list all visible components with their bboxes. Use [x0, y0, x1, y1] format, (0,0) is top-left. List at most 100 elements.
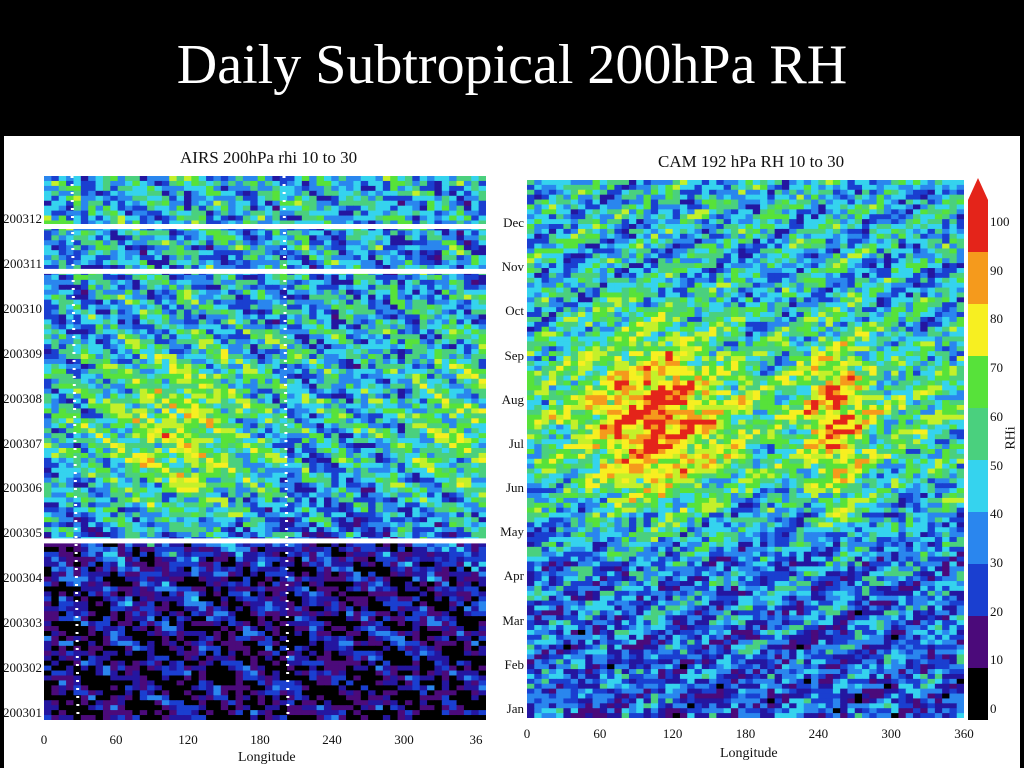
- airs-cell: [117, 274, 126, 281]
- airs-cell: [449, 265, 458, 271]
- airs-cell: [404, 220, 413, 227]
- airs-cell: [331, 358, 340, 365]
- airs-cell: [117, 566, 126, 573]
- airs-cell: [456, 532, 465, 538]
- airs-cell: [66, 576, 75, 583]
- airs-cell: [272, 176, 281, 182]
- airs-cell: [220, 403, 229, 410]
- airs-cell: [331, 497, 340, 503]
- airs-cell: [95, 294, 104, 301]
- airs-cell: [316, 482, 325, 489]
- airs-cell: [51, 428, 60, 434]
- airs-cell: [198, 492, 207, 499]
- airs-cell: [161, 235, 170, 241]
- airs-cell: [390, 383, 399, 390]
- airs-cell: [228, 180, 237, 187]
- airs-cell: [176, 383, 185, 390]
- airs-cell: [102, 586, 111, 593]
- airs-cell: [471, 200, 480, 207]
- airs-cell: [169, 334, 178, 340]
- airs-cell: [316, 339, 325, 345]
- airs-cell: [368, 418, 377, 424]
- airs-cell: [434, 185, 443, 192]
- airs-cell: [301, 438, 310, 444]
- airs-cell: [265, 576, 273, 583]
- airs-cell: [58, 393, 67, 400]
- airs-cell: [316, 358, 325, 365]
- airs-cell: [478, 284, 486, 291]
- airs-cell: [397, 373, 406, 380]
- airs-cell: [265, 319, 273, 325]
- airs-cell: [161, 334, 170, 340]
- airs-cell: [434, 566, 443, 573]
- airs-cell: [147, 408, 156, 414]
- airs-cell: [73, 309, 82, 316]
- airs-cell: [51, 195, 60, 202]
- airs-cell: [191, 289, 200, 296]
- airs-cell: [110, 403, 119, 410]
- airs-cell: [198, 448, 207, 454]
- airs-cell: [427, 532, 436, 538]
- airs-cell: [353, 448, 362, 454]
- airs-cell: [191, 522, 200, 528]
- airs-cell: [117, 230, 126, 236]
- airs-cell: [88, 230, 97, 236]
- airs-cell: [309, 180, 318, 187]
- airs-cell: [404, 472, 413, 479]
- airs-cell: [139, 329, 148, 335]
- airs-cell: [463, 176, 472, 182]
- airs-cell: [250, 279, 259, 286]
- airs-cell: [265, 363, 273, 370]
- airs-cell: [73, 304, 82, 311]
- airs-cell: [390, 532, 399, 538]
- airs-cell: [191, 195, 200, 202]
- airs-cell: [279, 492, 288, 499]
- airs-cell: [191, 279, 200, 286]
- airs-cell: [390, 546, 399, 553]
- airs-cell: [117, 250, 126, 256]
- airs-cell: [117, 388, 126, 395]
- airs-cell: [191, 329, 200, 335]
- airs-cell: [58, 260, 67, 266]
- airs-cell: [427, 477, 436, 484]
- airs-cell: [176, 260, 185, 266]
- airs-cell: [154, 373, 163, 380]
- airs-cell: [257, 413, 266, 419]
- airs-cell: [139, 274, 148, 281]
- airs-cell: [169, 452, 178, 459]
- airs-cell: [51, 581, 60, 588]
- airs-cell: [397, 176, 406, 182]
- airs-cell: [176, 561, 185, 568]
- airs-cell: [382, 205, 391, 212]
- airs-cell: [287, 388, 296, 395]
- airs-cell: [375, 324, 384, 330]
- airs-cell: [265, 448, 273, 454]
- airs-cell: [161, 418, 170, 424]
- airs-cell: [323, 358, 332, 365]
- airs-cell: [449, 561, 458, 568]
- airs-cell: [102, 250, 111, 256]
- airs-cell: [397, 502, 406, 508]
- airs-cell: [456, 403, 465, 410]
- airs-cell: [228, 541, 237, 548]
- airs-cell: [88, 284, 97, 291]
- airs-cell: [257, 522, 266, 528]
- airs-cell: [471, 403, 480, 410]
- airs-cell: [147, 294, 156, 301]
- airs-cell: [66, 250, 75, 256]
- airs-cell: [434, 329, 443, 335]
- airs-cell: [456, 309, 465, 316]
- airs-cell: [265, 176, 273, 182]
- airs-cell: [132, 581, 141, 588]
- airs-cell: [434, 551, 443, 558]
- airs-cell: [110, 230, 119, 236]
- airs-cell: [80, 319, 89, 325]
- airs-cell: [309, 561, 318, 568]
- airs-cell: [397, 314, 406, 321]
- airs-cell: [154, 215, 163, 222]
- airs-cell: [198, 245, 207, 251]
- airs-cell: [110, 561, 119, 568]
- airs-cell: [139, 566, 148, 573]
- airs-cell: [456, 443, 465, 449]
- airs-cell: [125, 457, 133, 464]
